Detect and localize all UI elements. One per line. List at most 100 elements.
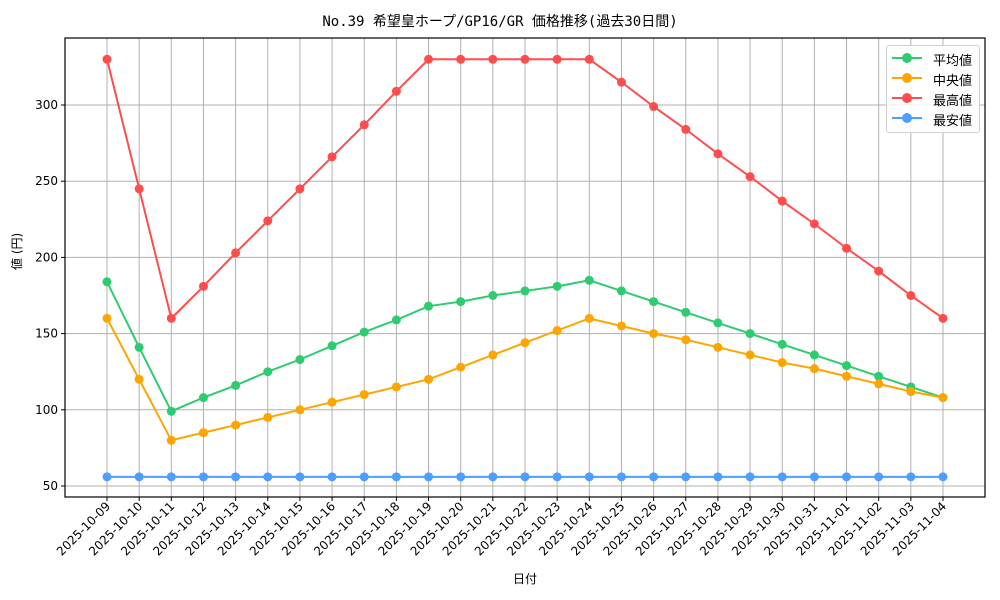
axes-frame — [64, 37, 986, 498]
data-point — [681, 472, 691, 482]
data-point — [649, 329, 659, 339]
data-point — [231, 380, 241, 390]
data-point — [327, 472, 337, 482]
data-point — [263, 472, 273, 482]
series-0 — [102, 275, 948, 416]
data-point — [327, 397, 337, 407]
data-point — [231, 248, 241, 258]
legend-marker-icon — [902, 93, 912, 103]
data-point — [584, 472, 594, 482]
data-point — [649, 472, 659, 482]
data-point — [809, 364, 819, 374]
data-point — [809, 219, 819, 229]
y-axis: 50 100 150 200 250 300 — [35, 98, 65, 493]
data-point — [134, 184, 144, 194]
series-2 — [102, 54, 948, 323]
data-point — [391, 315, 401, 325]
data-point — [842, 371, 852, 381]
y-tick-label: 100 — [35, 403, 58, 417]
data-point — [552, 472, 562, 482]
data-point — [520, 286, 530, 296]
data-point — [424, 54, 434, 64]
legend-label: 最高値 — [933, 94, 973, 109]
legend-item-max: 最高値 — [887, 88, 979, 109]
data-point — [809, 472, 819, 482]
data-point — [713, 318, 723, 328]
data-point — [584, 275, 594, 285]
data-point — [681, 124, 691, 134]
data-point — [327, 152, 337, 162]
data-point — [424, 472, 434, 482]
data-point — [842, 472, 852, 482]
data-point — [745, 472, 755, 482]
data-point — [874, 371, 884, 381]
data-point — [166, 435, 176, 445]
legend: 平均値 中央値 最高値 最安値 — [886, 45, 980, 133]
data-point — [102, 313, 112, 323]
data-point — [359, 472, 369, 482]
data-point — [295, 472, 305, 482]
data-point — [874, 472, 884, 482]
legend-label: 中央値 — [933, 74, 973, 89]
data-point — [938, 472, 948, 482]
data-point — [552, 54, 562, 64]
data-point — [166, 472, 176, 482]
data-point — [713, 342, 723, 352]
x-axis-label: 日付 — [512, 572, 537, 586]
data-point — [327, 341, 337, 351]
data-point — [231, 472, 241, 482]
data-point — [520, 54, 530, 64]
data-point — [649, 297, 659, 307]
data-point — [809, 350, 819, 360]
data-point — [263, 367, 273, 377]
data-point — [777, 358, 787, 368]
data-point — [616, 77, 626, 87]
legend-item-average: 平均値 — [887, 48, 979, 69]
data-point — [134, 472, 144, 482]
data-point — [391, 382, 401, 392]
data-point — [424, 374, 434, 384]
data-point — [649, 102, 659, 112]
data-point — [681, 307, 691, 317]
data-point — [616, 472, 626, 482]
x-axis: 2025-10-092025-10-102025-10-112025-10-12… — [54, 497, 949, 558]
data-point — [713, 472, 723, 482]
data-point — [359, 120, 369, 130]
data-point — [777, 196, 787, 206]
legend-label: 平均値 — [933, 54, 973, 69]
data-point — [198, 428, 208, 438]
y-tick-label: 50 — [43, 479, 58, 493]
data-point — [456, 472, 466, 482]
data-point — [874, 266, 884, 276]
data-point — [713, 149, 723, 159]
data-point — [906, 472, 916, 482]
data-point — [391, 86, 401, 96]
data-point — [198, 393, 208, 403]
data-point — [616, 321, 626, 331]
data-point — [295, 405, 305, 415]
data-point — [263, 412, 273, 422]
chart-title: No.39 希望皇ホープ/GP16/GR 価格推移(過去30日間) — [322, 14, 678, 30]
data-point — [906, 291, 916, 300]
data-point — [198, 472, 208, 482]
data-point — [616, 286, 626, 296]
legend-marker-icon — [902, 113, 912, 123]
y-tick-label: 300 — [35, 98, 58, 112]
data-point — [102, 277, 112, 287]
data-point — [102, 472, 112, 482]
data-point — [102, 54, 112, 64]
data-point — [584, 313, 594, 323]
data-point — [166, 406, 176, 416]
data-point — [842, 243, 852, 253]
legend-label: 最安値 — [933, 114, 973, 129]
data-point — [263, 216, 273, 226]
data-point — [874, 379, 884, 389]
grid — [65, 38, 985, 497]
y-tick-label: 200 — [35, 250, 58, 264]
data-point — [295, 355, 305, 365]
data-point — [488, 54, 498, 64]
series-1 — [102, 313, 948, 445]
data-point — [777, 472, 787, 482]
